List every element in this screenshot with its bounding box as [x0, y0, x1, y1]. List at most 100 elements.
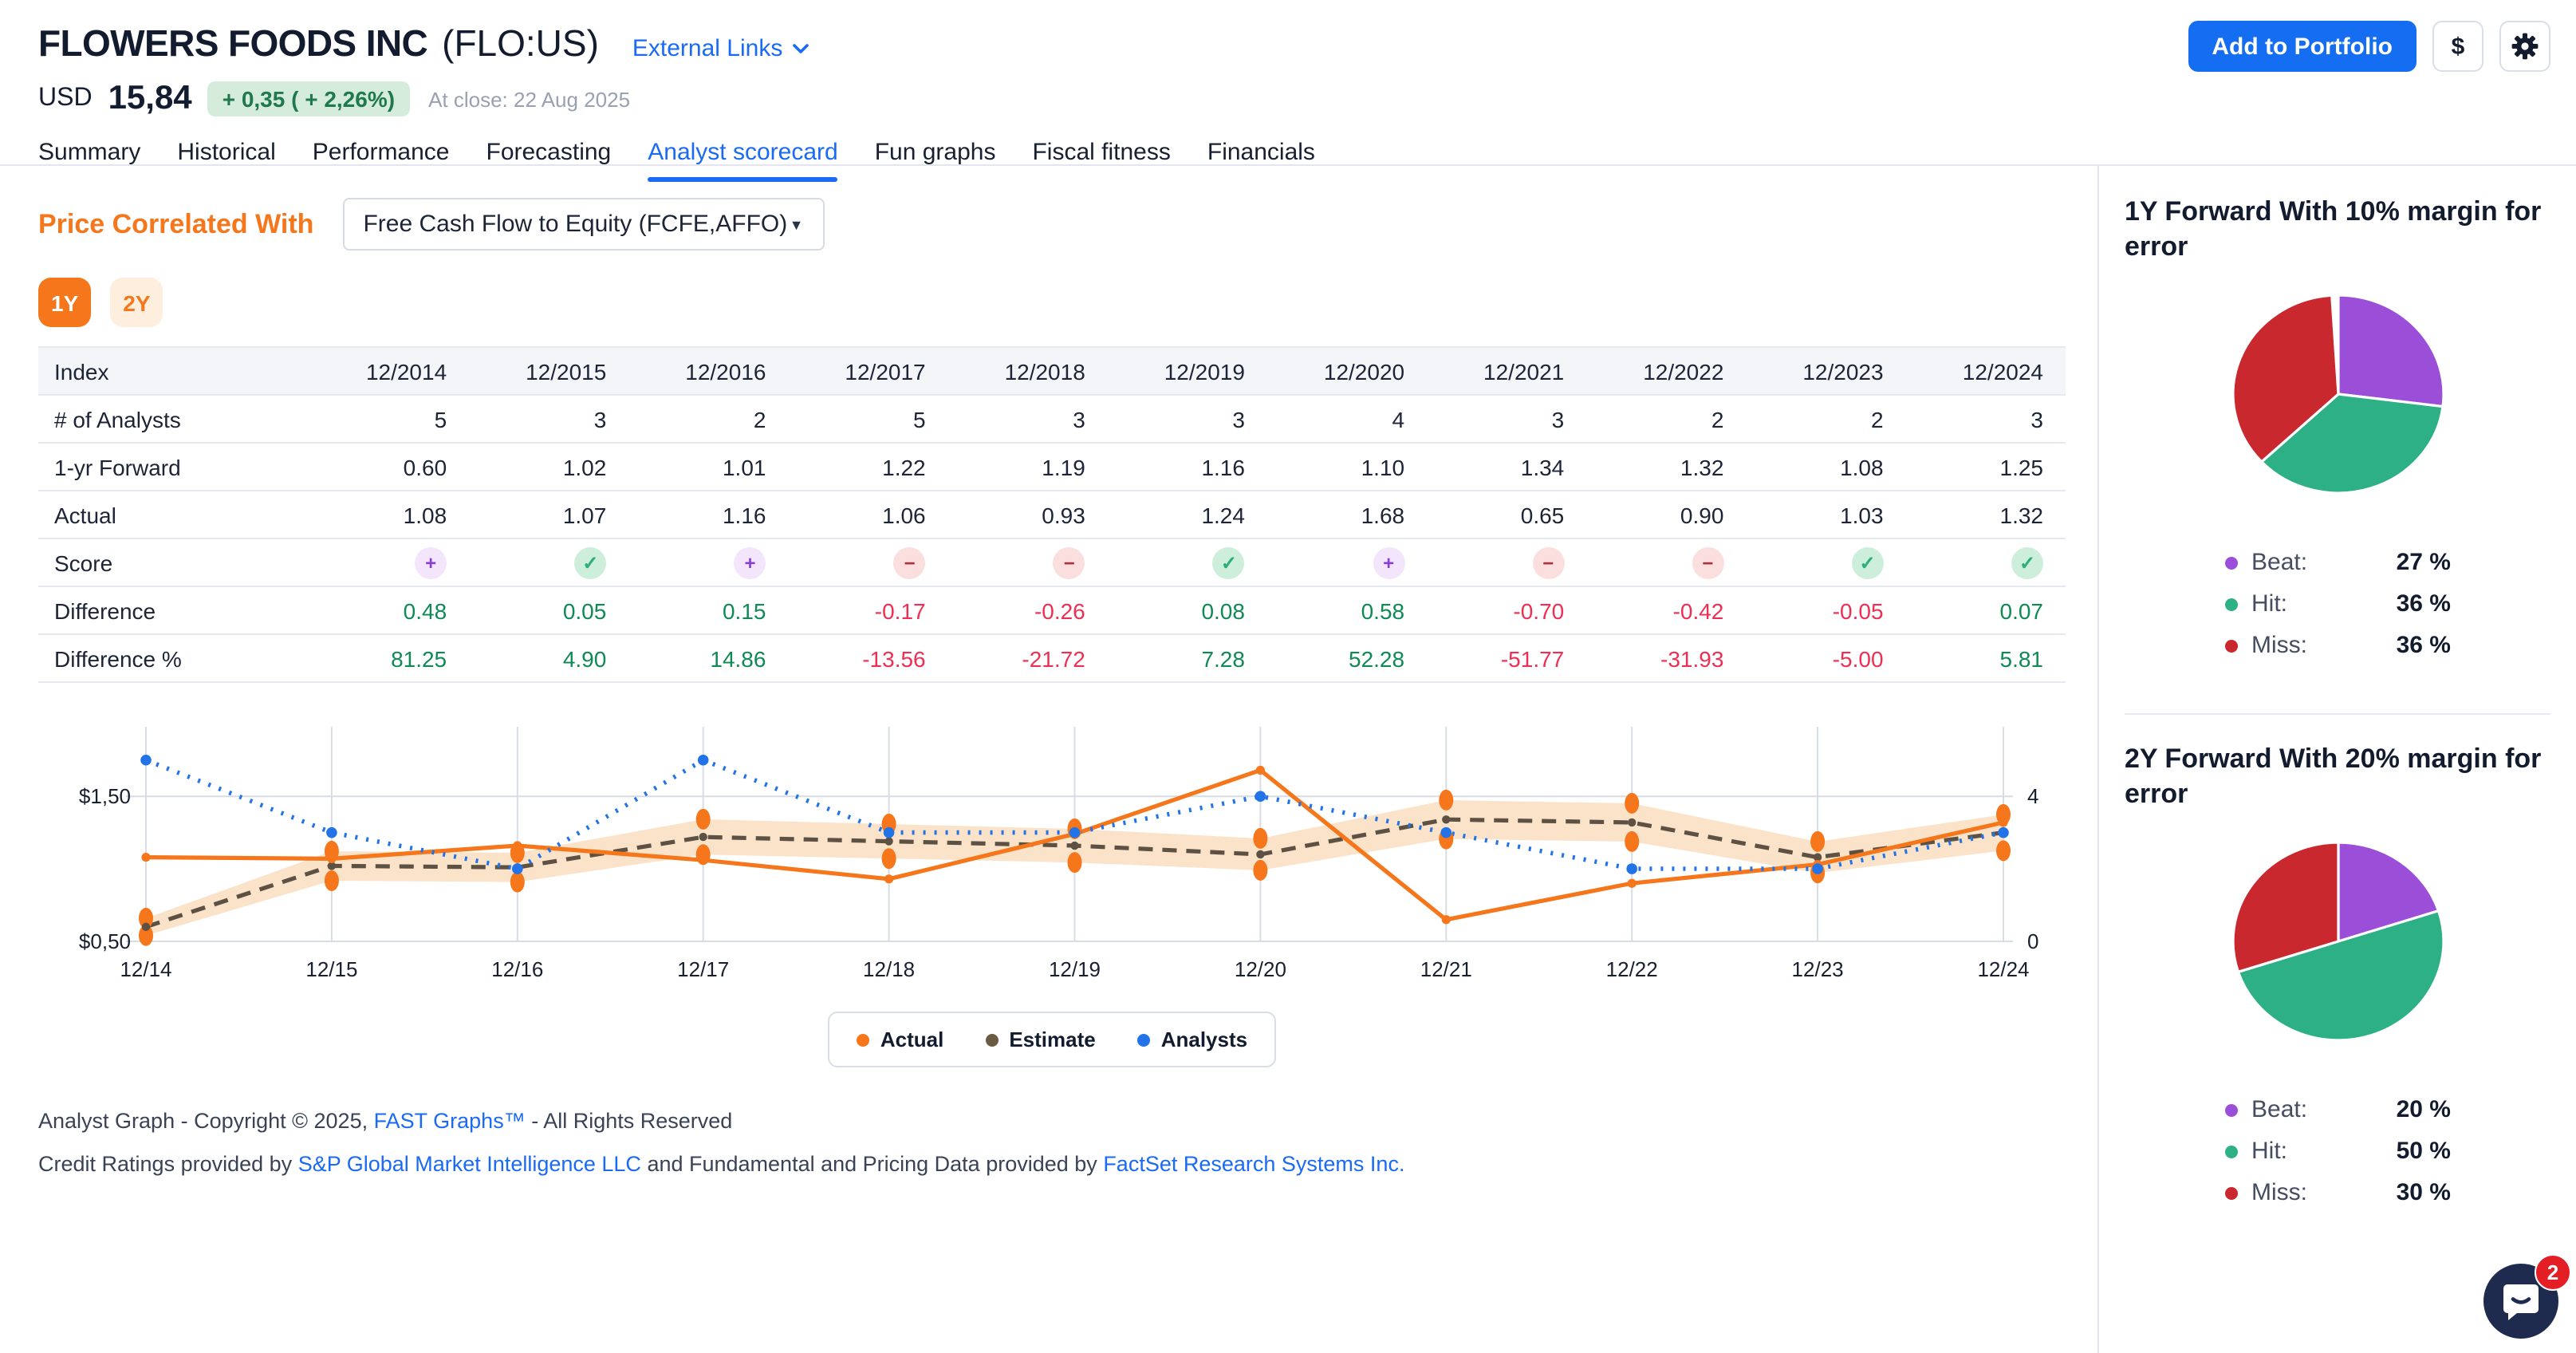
column-header: 12/2017 [845, 358, 926, 384]
add-to-portfolio-button[interactable]: Add to Portfolio [2188, 21, 2416, 72]
pie-legend-label: Miss: [2251, 632, 2307, 660]
cell: -31.93 [1586, 634, 1746, 682]
signed-value: 0.07 [1999, 598, 2044, 623]
hit-icon: ✓ [574, 546, 607, 578]
pie-legend-dot-icon [2224, 598, 2237, 611]
band-upper-marker [139, 907, 153, 929]
cell: 3 [593, 406, 607, 432]
chat-widget-button[interactable]: 2 [2483, 1254, 2571, 1339]
cell: 4.90 [469, 634, 628, 682]
cell: 1.16 [722, 502, 766, 527]
cell: -0.70 [1427, 586, 1586, 634]
estimate-marker [1256, 850, 1265, 859]
signed-value: -0.70 [1513, 598, 1565, 623]
x-axis-tick: 12/18 [863, 957, 915, 981]
cell: ✓ [469, 538, 628, 586]
actual-marker [513, 841, 522, 850]
signed-value: -0.42 [1672, 598, 1724, 623]
dropdown-caret-icon: ▼ [789, 216, 804, 232]
hit-icon: ✓ [1851, 546, 1884, 578]
tab-performance[interactable]: Performance [312, 139, 450, 166]
tab-historical[interactable]: Historical [177, 139, 276, 166]
price-row: USD 15,84 + 0,35 ( + 2,26%) At close: 22… [38, 80, 2538, 118]
pie-chart-wrap [2125, 292, 2550, 506]
pie-slice-hit [2259, 392, 2444, 495]
sp-global-link[interactable]: S&P Global Market Intelligence LLC [297, 1152, 641, 1176]
tab-fun-graphs[interactable]: Fun graphs [874, 139, 996, 166]
actual-marker [327, 854, 337, 863]
range-toggle: 1Y 2Y [38, 278, 2066, 327]
settings-button[interactable] [2499, 21, 2550, 72]
tab-financials[interactable]: Financials [1207, 139, 1315, 166]
pie-sections: 1Y Forward With 10% margin for error Beat… [2125, 195, 2550, 1207]
row-label: Difference % [54, 645, 182, 671]
ticker-symbol: (FLO:US) [442, 22, 599, 64]
tab-fiscal-fitness[interactable]: Fiscal fitness [1032, 139, 1171, 166]
cell: + [628, 538, 788, 586]
estimate-marker [1442, 815, 1451, 824]
price-correlated-with-label: Price Correlated With [38, 208, 314, 239]
analyst-chart-container: $1,50 $0,50 4 0 12/14 12/15 12/16 12/17 12/18 12/… [38, 716, 2066, 991]
cell: 0.08 [1108, 586, 1267, 634]
cell: 0.93 [1042, 502, 1085, 527]
signed-value: 52.28 [1349, 645, 1405, 671]
pie-chart-wrap [2125, 840, 2550, 1054]
cell: -0.26 [948, 586, 1108, 634]
cell: -0.42 [1586, 586, 1746, 634]
company-name: FLOWERS FOODS INC [38, 22, 428, 64]
cell: 1.34 [1520, 454, 1565, 479]
column-header: 12/2015 [526, 358, 607, 384]
tab-forecasting[interactable]: Forecasting [486, 139, 612, 166]
analysts-marker [883, 826, 895, 838]
pie-slice-beat [2336, 294, 2444, 408]
pie-slice-hit [2235, 909, 2444, 1043]
cell: 0.58 [1267, 586, 1427, 634]
range-button-1y[interactable]: 1Y [38, 278, 92, 327]
estimate-marker [699, 832, 707, 842]
cell: ✓ [1906, 538, 2066, 586]
hit-icon: ✓ [2011, 546, 2043, 578]
cell: − [1427, 538, 1586, 586]
pie-legend-label: Hit: [2251, 1138, 2287, 1166]
actual-marker [1627, 878, 1637, 888]
actual-marker [1255, 765, 1265, 775]
cell: 5 [913, 406, 926, 432]
cell: ✓ [1746, 538, 1905, 586]
pie-legend-label: Beat: [2251, 549, 2308, 577]
x-axis-tick: 12/24 [1977, 957, 2029, 981]
right-axis-tick: 4 [2027, 784, 2038, 808]
x-axis-tick: 12/15 [305, 957, 357, 981]
row-label: Actual [54, 502, 116, 527]
cell: − [788, 538, 947, 586]
controls-row: Price Correlated With Free Cash Flow to … [38, 198, 2066, 250]
tab-analyst-scorecard[interactable]: Analyst scorecard [648, 139, 839, 182]
column-header: 12/2019 [1164, 358, 1245, 384]
metric-select[interactable]: Free Cash Flow to Equity (FCFE,AFFO) ▼ [342, 198, 825, 250]
band-upper-marker [695, 808, 711, 830]
estimate-marker [884, 837, 893, 846]
currency-button[interactable]: $ [2432, 21, 2483, 72]
band-lower-marker [1625, 830, 1640, 852]
x-axis-tick: 12/20 [1235, 957, 1286, 981]
column-header: 12/2021 [1483, 358, 1565, 384]
cell: -51.77 [1427, 634, 1586, 682]
external-links-label: External Links [632, 35, 783, 62]
tab-summary[interactable]: Summary [38, 139, 141, 166]
factset-link[interactable]: FactSet Research Systems Inc. [1103, 1152, 1405, 1176]
close-note: At close: 22 Aug 2025 [428, 87, 631, 111]
x-axis-tick: 12/19 [1049, 957, 1101, 981]
beat-icon: + [1373, 546, 1405, 578]
column-header: 12/2023 [1802, 358, 1884, 384]
pie-legend-label: Hit: [2251, 590, 2287, 618]
cell: 1.32 [1680, 454, 1724, 479]
external-links-menu[interactable]: External Links [632, 35, 809, 62]
signed-value: 81.25 [391, 645, 447, 671]
range-button-2y[interactable]: 2Y [110, 278, 163, 327]
table-row-difference: Difference 0.48 0.05 0.15 -0.17 -0.26 0.08 0.58… [38, 586, 2066, 634]
fast-graphs-link[interactable]: FAST Graphs™ [373, 1109, 526, 1133]
table-row-1-yr-forward: 1-yr Forward 0.60 1.02 1.01 1.22 1.19 1.16 1.10… [38, 443, 2066, 491]
analyst-line-chart: $1,50 $0,50 4 0 12/14 12/15 12/16 12/17 12/18 12/… [79, 727, 2038, 981]
analysts-marker [1255, 791, 1266, 802]
estimate-margin-band [146, 800, 2003, 936]
pie-legend-dot-icon [2224, 1103, 2237, 1117]
